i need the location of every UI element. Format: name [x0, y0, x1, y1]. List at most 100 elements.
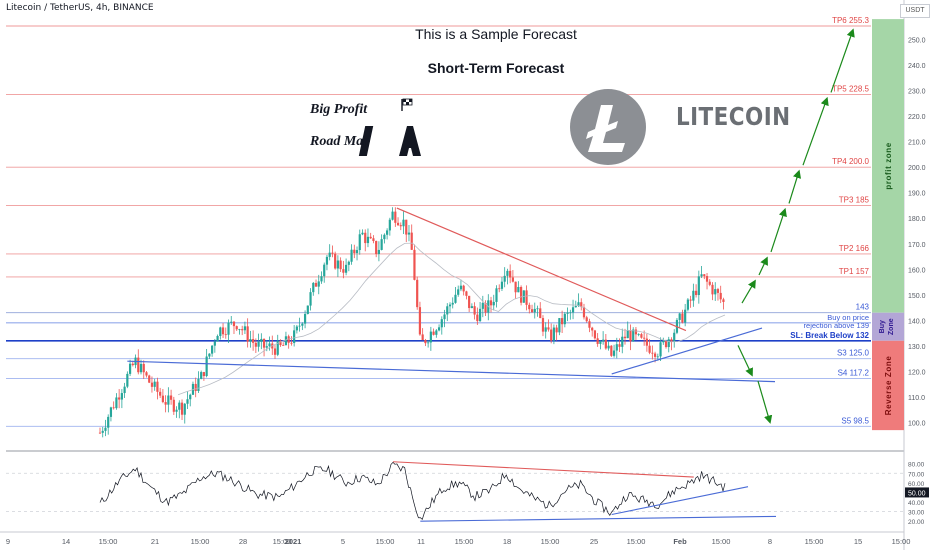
price-levels-layer: TP6 255.3 TP5 228.5 TP4 200.0 TP3 185 TP2 16… [6, 16, 871, 427]
rsi-resistance-line [392, 461, 694, 478]
rsi-line [99, 461, 726, 521]
time-tick-11: 15:00 [455, 537, 474, 546]
road-icon [358, 126, 421, 156]
time-tick-14: 25 [590, 537, 598, 546]
time-tick-12: 18 [503, 537, 511, 546]
litecoin-logo-glyph [586, 105, 625, 152]
price-tick-8: 180.0 [908, 216, 926, 223]
time-tick-21: 15:00 [892, 537, 911, 546]
level-label-5: TP1 157 [839, 267, 870, 276]
forecast-title: This is a Sample Forecast [415, 26, 577, 42]
forecast-arrow-up-0 [741, 279, 756, 304]
buy-note-line1: Buy on price [827, 313, 869, 322]
rsi-tick-0: 20.00 [908, 519, 925, 526]
level-label-6: 143 [856, 303, 870, 312]
time-tick-5: 28 [239, 537, 247, 546]
time-tick-9: 15:00 [376, 537, 395, 546]
rsi-tick-6: 80.00 [908, 462, 925, 469]
zone-2 [872, 340, 904, 431]
currency-badge[interactable]: USDT [900, 4, 930, 18]
level-label-8: S3 125.0 [837, 349, 870, 358]
time-tick-0: 9 [6, 537, 10, 546]
time-tick-10: 11 [417, 537, 425, 546]
forecast-arrow-up-1 [758, 256, 768, 276]
level-label-3: TP3 185 [839, 195, 870, 204]
rsi-rising-line [611, 486, 749, 516]
road-map-line2: Road Map [310, 134, 371, 149]
time-tick-16: Feb [673, 537, 687, 546]
price-tick-4: 140.0 [908, 318, 926, 325]
buy-note-line2: rejection above 139 [804, 321, 869, 330]
time-tick-3: 21 [151, 537, 159, 546]
support-trendline-lower [127, 360, 776, 383]
road-map-line1: Big Profit [310, 102, 368, 117]
checkered-flag-icon [401, 98, 413, 111]
zone-label-1-a: Buy [879, 320, 886, 333]
price-tick-14: 240.0 [908, 63, 926, 70]
level-label-2: TP4 200.0 [832, 157, 869, 166]
rsi-badge [905, 487, 929, 498]
rsi-tick-4: 60.00 [908, 481, 925, 488]
zone-0 [872, 19, 904, 313]
price-tick-1: 110.0 [908, 395, 925, 402]
level-label-7: SL: Break Below 132 [790, 331, 869, 340]
price-tick-7: 170.0 [908, 242, 926, 249]
price-tick-10: 200.0 [908, 165, 926, 172]
rsi-tick-1: 30.00 [908, 510, 925, 517]
zones-layer: profit zone Buy Zone Reverse Zone [872, 19, 904, 431]
price-tick-3: 130.0 [908, 344, 926, 351]
forecast-arrow-up-5 [830, 28, 855, 93]
forecast-arrow-down-0 [737, 345, 753, 377]
resistance-trendline [396, 207, 687, 332]
moving-average-line [177, 242, 726, 396]
forecast-subtitle: Short-Term Forecast [427, 60, 565, 76]
price-tick-2: 120.0 [908, 369, 926, 376]
time-tick-7: 2021 [285, 537, 302, 546]
time-tick-18: 8 [768, 537, 772, 546]
price-axis: 100.0 110.0 120.0 130.0 140.0 150.0 160.0 170.0… [908, 8, 927, 427]
price-tick-13: 230.0 [908, 89, 926, 96]
level-label-9: S4 117.2 [838, 369, 870, 378]
forecast-arrow-up-3 [788, 169, 802, 204]
forecast-arrow-up-2 [770, 207, 787, 253]
price-tick-0: 100.0 [908, 420, 926, 427]
trendlines-layer [127, 207, 776, 396]
price-tick-12: 220.0 [908, 114, 926, 121]
forecast-arrow-down-1 [757, 380, 773, 424]
time-tick-8: 5 [341, 537, 345, 546]
brand-name: LITECOIN [676, 102, 791, 131]
price-tick-9: 190.0 [908, 191, 926, 198]
time-tick-6: 15:00 [273, 537, 292, 546]
zone-label-2: Reverse Zone [884, 356, 893, 416]
rsi-badge-value: 50.00 [908, 490, 926, 497]
time-tick-17: 15:00 [712, 537, 731, 546]
time-tick-15: 15:00 [627, 537, 646, 546]
forecast-arrow-up-4 [802, 96, 829, 166]
time-tick-20: 15 [854, 537, 862, 546]
zone-label-0: profit zone [884, 142, 893, 189]
price-tick-5: 150.0 [908, 293, 926, 300]
rsi-tick-5: 70.00 [908, 471, 925, 478]
support-trendline-rising [611, 327, 763, 375]
zone-1 [872, 312, 904, 341]
level-label-10: S5 98.5 [841, 416, 869, 425]
time-tick-19: 15:00 [805, 537, 824, 546]
level-label-4: TP2 166 [839, 244, 870, 253]
litecoin-logo [570, 89, 646, 165]
time-tick-1: 14 [62, 537, 70, 546]
zone-label-1-b: Zone [888, 318, 895, 335]
level-label-0: TP6 255.3 [832, 16, 869, 25]
time-tick-4: 15:00 [191, 537, 210, 546]
time-tick-13: 15:00 [541, 537, 560, 546]
rsi-tick-2: 40.00 [908, 500, 925, 507]
price-tick-6: 160.0 [908, 267, 926, 274]
level-label-1: TP5 228.5 [832, 84, 869, 93]
time-tick-2: 15:00 [99, 537, 118, 546]
price-tick-15: 250.0 [908, 38, 926, 45]
forecast-arrows-layer [737, 28, 855, 424]
rsi-support-line [420, 515, 777, 522]
